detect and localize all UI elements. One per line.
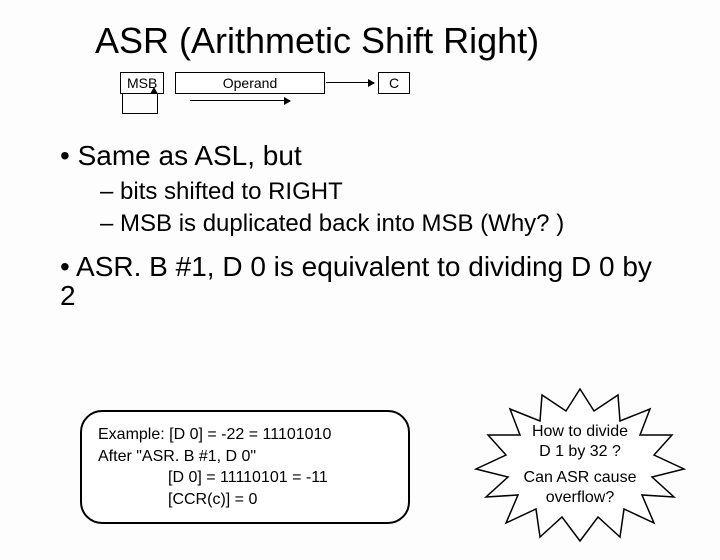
example-line-2: After "ASR. B #1, D 0": [98, 446, 392, 468]
page-title: ASR (Arithmetic Shift Right): [95, 20, 720, 62]
bullet-asr-divide: • ASR. B #1, D 0 is equivalent to dividi…: [60, 252, 660, 311]
example-line-1: Example: [D 0] = -22 = 11101010: [98, 424, 392, 446]
operand-box: Operand: [175, 72, 325, 94]
dash-bits-right: – bits shifted to RIGHT: [100, 178, 720, 206]
burst-line-2: D 1 by 32 ?: [539, 442, 621, 462]
dash-msb-dup: – MSB is duplicated back into MSB (Why? …: [100, 210, 720, 238]
example-line-3: [D 0] = 11110101 = -11: [98, 467, 392, 489]
c-box: C: [378, 72, 410, 94]
bullet-same-as-asl: • Same as ASL, but: [60, 140, 720, 172]
msb-feedback-arrow: [122, 94, 158, 114]
bullet-list: • Same as ASL, but – bits shifted to RIG…: [60, 140, 720, 238]
burst-line-1: How to divide: [532, 422, 628, 442]
starburst-text: How to divide D 1 by 32 ? Can ASR cause …: [470, 385, 690, 545]
burst-line-4: overflow?: [546, 488, 614, 508]
starburst-callout: How to divide D 1 by 32 ? Can ASR cause …: [470, 385, 690, 545]
to-c-arrow: [326, 82, 374, 83]
example-box: Example: [D 0] = -22 = 11101010 After "A…: [80, 410, 410, 524]
burst-line-3: Can ASR cause: [524, 468, 637, 488]
shift-diagram: MSB Operand C: [120, 72, 720, 132]
example-line-4: [CCR(c)] = 0: [98, 489, 392, 511]
operand-right-arrow: [190, 100, 290, 101]
